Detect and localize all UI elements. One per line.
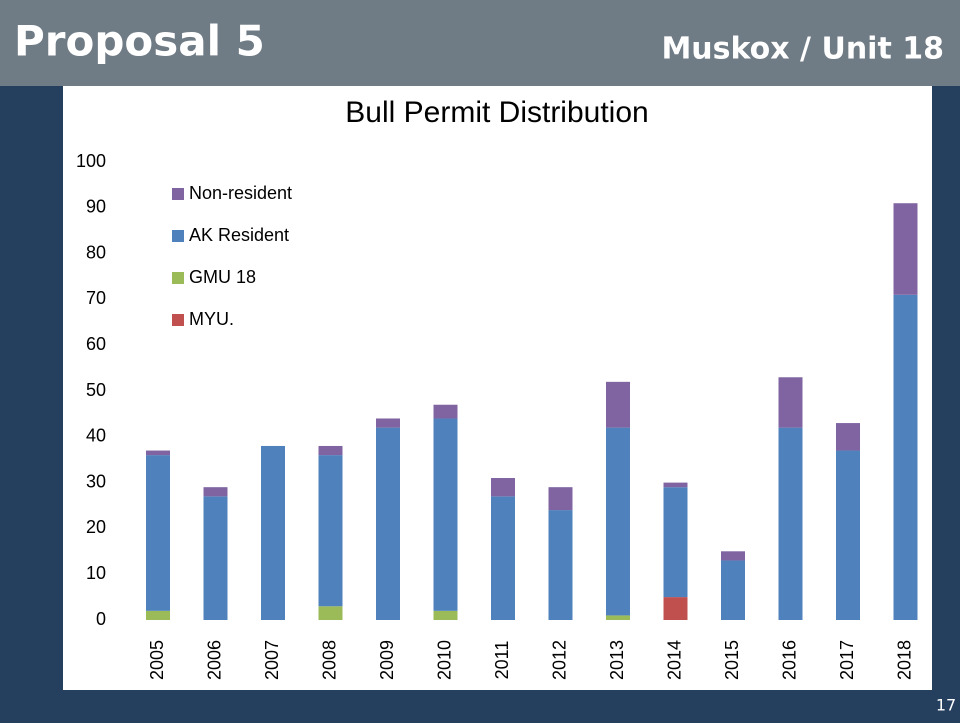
- bar-segment: [606, 381, 630, 428]
- slide-title: Proposal 5: [14, 17, 265, 66]
- slide-subtitle: Muskox / Unit 18: [661, 32, 944, 67]
- y-tick-label: 90: [86, 197, 106, 217]
- x-tick-label: 2006: [204, 640, 224, 680]
- legend-swatch: [172, 314, 184, 326]
- y-tick-label: 50: [86, 380, 106, 400]
- bar-segment: [606, 615, 630, 620]
- bar-segment: [836, 423, 860, 451]
- legend-swatch: [172, 188, 184, 200]
- legend-swatch: [172, 272, 184, 284]
- y-tick-label: 20: [86, 517, 106, 537]
- bar-segment: [376, 427, 400, 620]
- x-tick-label: 2015: [722, 640, 742, 680]
- bar-segment: [721, 551, 745, 561]
- bar-segment: [893, 203, 918, 295]
- bar-segment: [433, 610, 458, 620]
- x-tick-label: 2016: [779, 640, 799, 680]
- bar-segment: [433, 418, 458, 611]
- y-tick-label: 40: [86, 426, 106, 446]
- x-tick-label: 2005: [147, 640, 167, 680]
- x-tick-label: 2011: [492, 641, 512, 680]
- x-tick-label: 2010: [434, 640, 454, 680]
- x-tick-label: 2014: [664, 640, 684, 680]
- y-tick-label: 30: [86, 471, 106, 491]
- bar-segment: [203, 487, 228, 497]
- bar-segment: [548, 487, 573, 511]
- bar-segment: [606, 427, 630, 616]
- bar-segment: [778, 377, 803, 428]
- y-tick-label: 100: [76, 151, 106, 171]
- bar-segment: [146, 455, 170, 611]
- bar-segment: [376, 418, 400, 428]
- x-tick-label: 2017: [837, 640, 857, 680]
- x-tick-label: 2018: [894, 640, 914, 680]
- x-tick-label: 2013: [607, 640, 627, 680]
- legend-label: GMU 18: [189, 267, 256, 287]
- bar-segment: [721, 560, 745, 620]
- bar-segment: [203, 496, 228, 620]
- bar-segment: [146, 450, 170, 456]
- bar-segment: [778, 427, 803, 620]
- bar-segment: [663, 482, 688, 488]
- x-tick-label: 2009: [377, 640, 397, 680]
- bar-segment: [836, 450, 860, 620]
- page-number: 17: [936, 696, 956, 715]
- y-tick-label: 60: [86, 334, 106, 354]
- legend-label: Non-resident: [189, 183, 292, 203]
- bar-segment: [893, 294, 918, 620]
- y-tick-label: 70: [86, 288, 106, 308]
- chart-title: Bull Permit Distribution: [345, 96, 648, 129]
- bar-segment: [318, 455, 343, 607]
- legend-swatch: [172, 230, 184, 242]
- x-tick-label: 2007: [262, 640, 282, 680]
- header-band: [0, 0, 960, 86]
- y-tick-label: 80: [86, 242, 106, 262]
- bar-segment: [663, 487, 688, 598]
- bar-segment: [261, 445, 285, 620]
- bar-segment: [146, 610, 170, 620]
- y-tick-label: 10: [86, 563, 106, 583]
- legend-label: AK Resident: [189, 225, 289, 245]
- y-tick-label: 0: [96, 609, 106, 629]
- x-tick-label: 2008: [319, 640, 339, 680]
- bar-segment: [491, 478, 515, 497]
- bar-segment: [433, 404, 458, 419]
- legend-label: MYU.: [189, 309, 234, 329]
- bar-segment: [318, 606, 343, 620]
- bar-segment: [663, 597, 688, 620]
- bar-segment: [318, 445, 343, 456]
- bar-segment: [548, 510, 573, 620]
- bar-segment: [491, 496, 515, 620]
- x-tick-label: 2012: [549, 640, 569, 680]
